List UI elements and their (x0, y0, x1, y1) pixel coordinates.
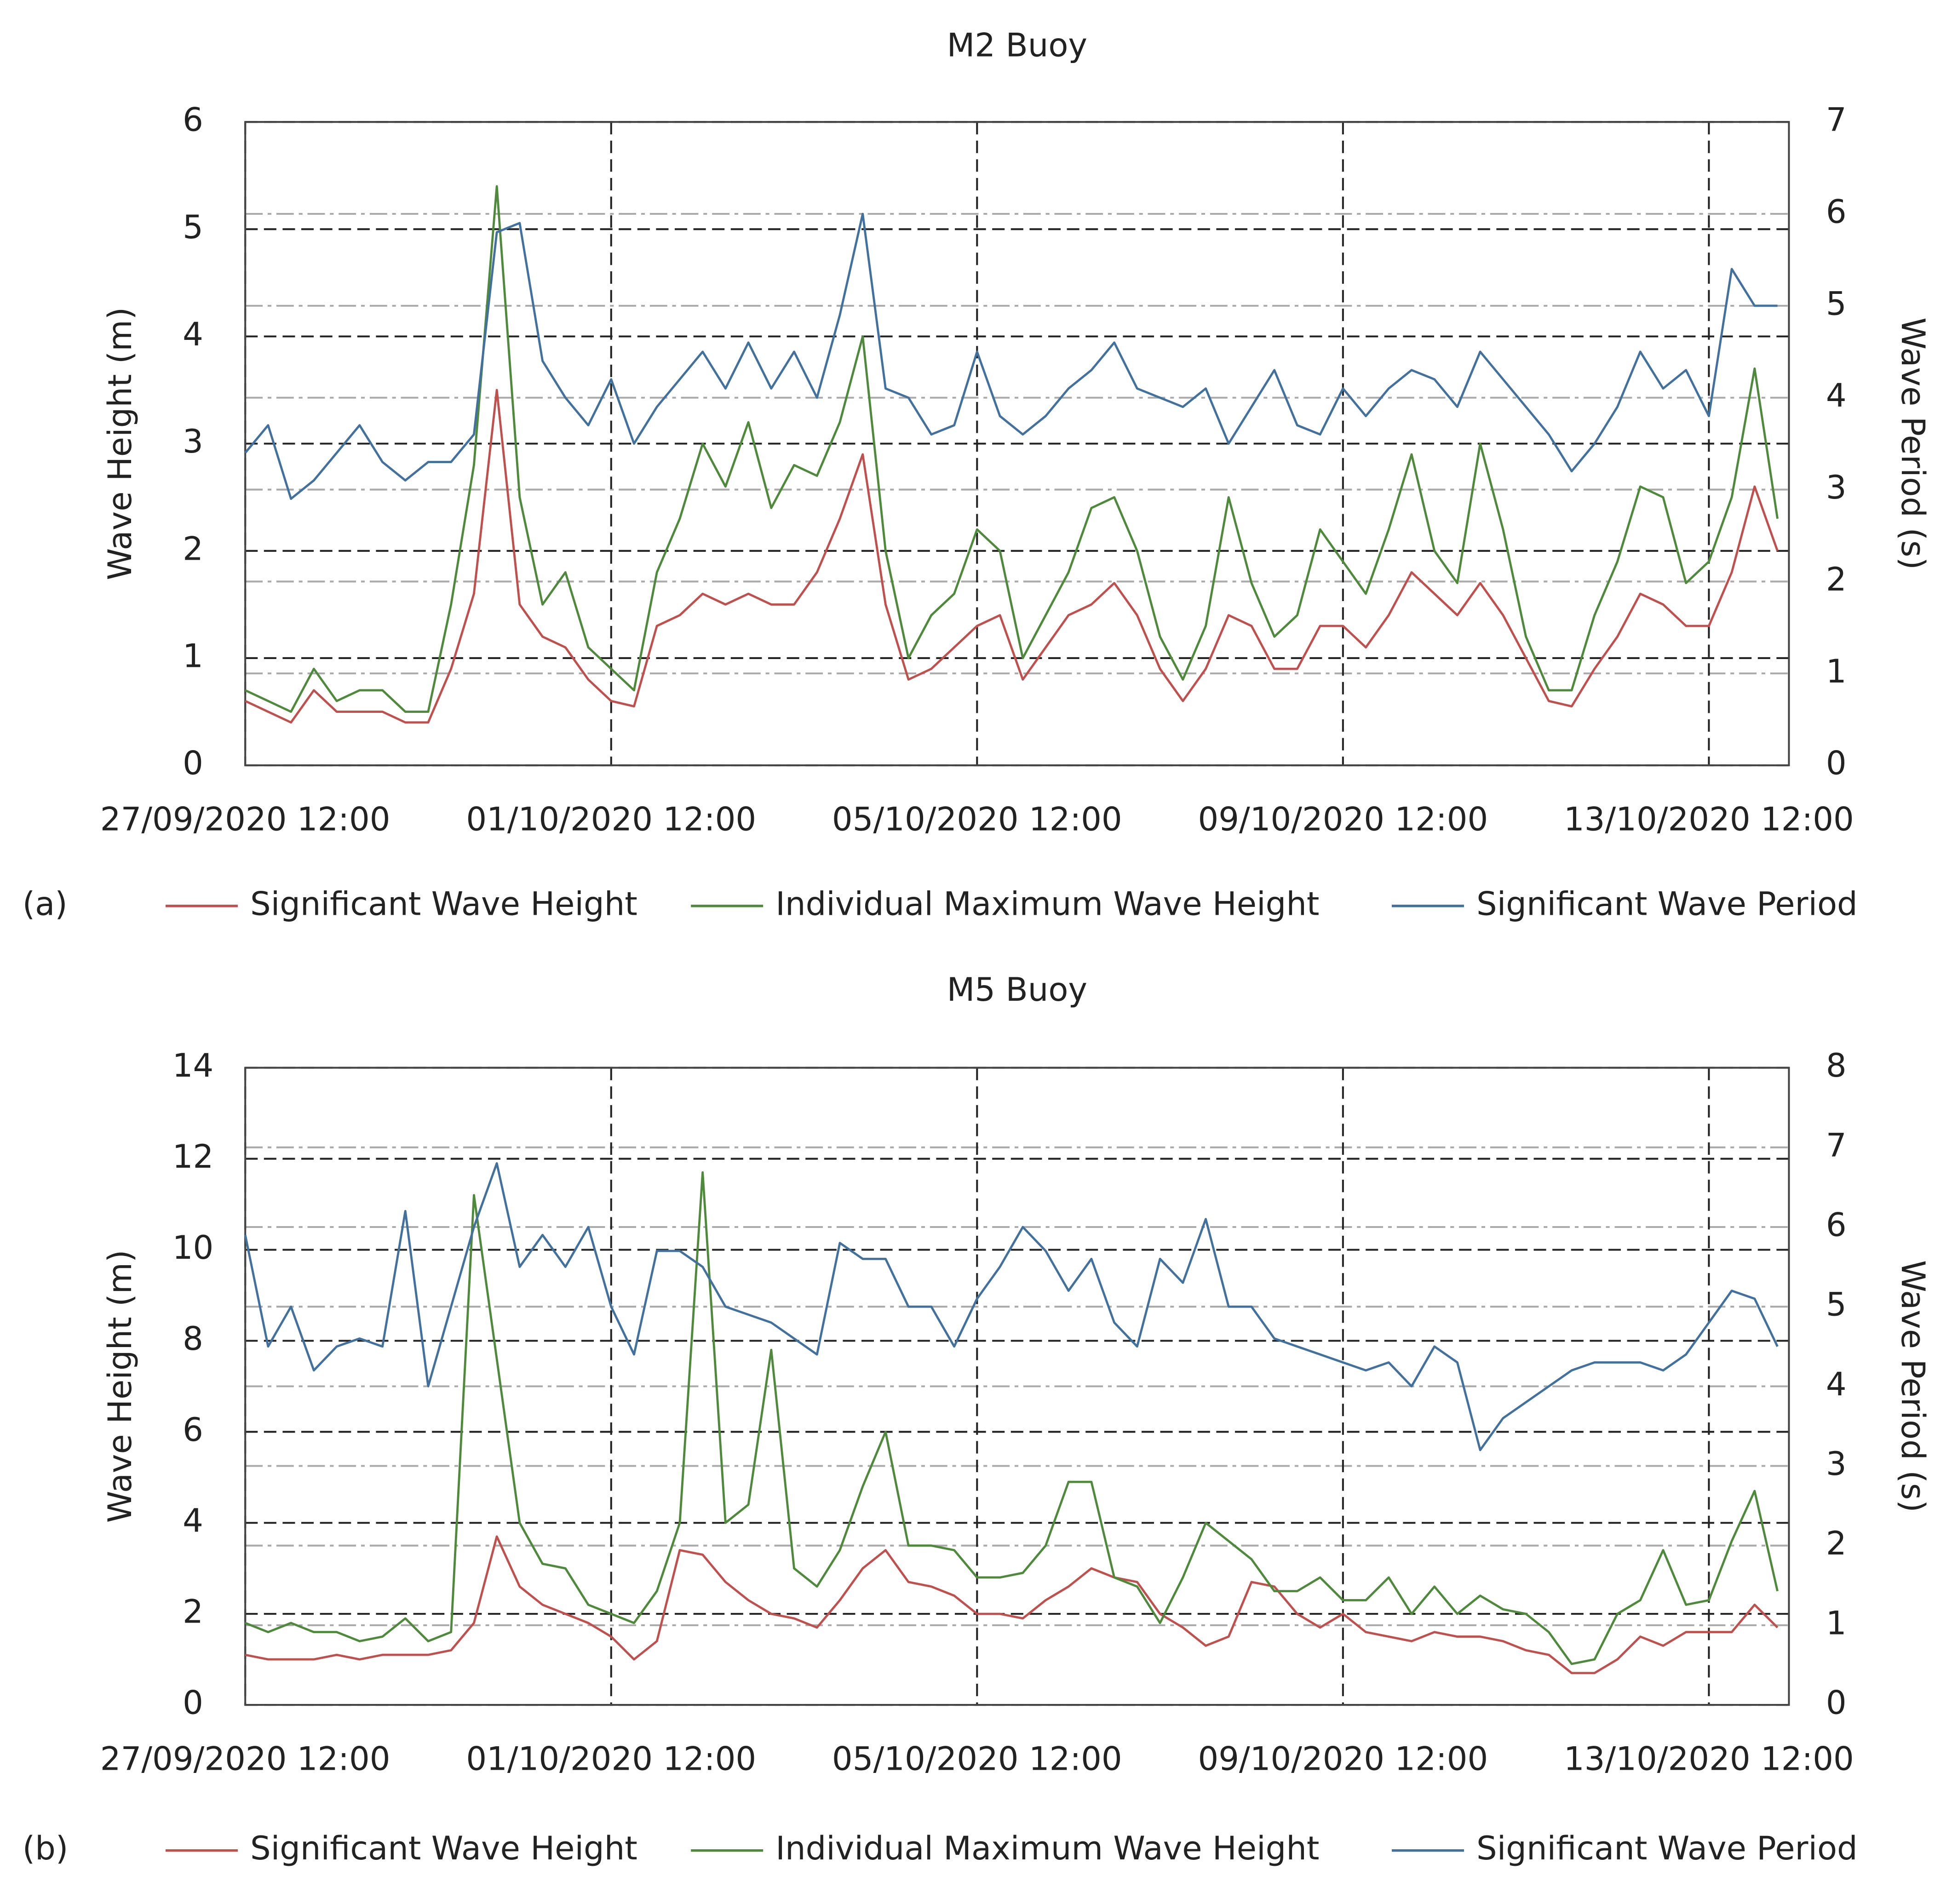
x-tick-label: 09/10/2020 12:00 (1198, 800, 1488, 838)
y-tick-label: 4 (183, 1502, 203, 1540)
y-tick-label: 3 (183, 423, 203, 460)
y-tick-label: 6 (183, 1411, 203, 1449)
y-tick-label: 12 (172, 1138, 214, 1176)
plot-frame (244, 1067, 1790, 1706)
legend-label: Individual Maximum Wave Height (775, 1829, 1319, 1867)
y-tick-label: 2 (183, 530, 203, 568)
y-tick-label: 10 (172, 1229, 214, 1267)
x-tick-label: 01/10/2020 12:00 (466, 1740, 756, 1778)
y2-tick-label: 0 (1826, 745, 1847, 782)
y-axis-label: Wave Height (m) (101, 1250, 139, 1523)
x-tick-label: 27/09/2020 12:00 (100, 1740, 390, 1778)
y2-tick-label: 4 (1826, 377, 1847, 414)
legend-label: Significant Wave Period (1476, 885, 1858, 923)
y-tick-label: 2 (183, 1593, 203, 1631)
y2-tick-label: 6 (1826, 1206, 1847, 1244)
y-tick-label: 8 (183, 1320, 203, 1358)
y2-tick-label: 4 (1826, 1365, 1847, 1403)
y2-tick-label: 7 (1826, 1126, 1847, 1164)
series-line (245, 185, 1779, 713)
x-tick-label: 01/10/2020 12:00 (466, 800, 756, 838)
y-axis-label: Wave Height (m) (101, 307, 139, 580)
panel-label: (b) (23, 1829, 69, 1867)
y2-tick-label: 2 (1826, 1525, 1847, 1562)
y-tick-label: 14 (172, 1047, 214, 1084)
y2-tick-label: 1 (1826, 653, 1847, 690)
legend-label: Significant Wave Height (250, 885, 637, 923)
y-tick-label: 0 (183, 1684, 203, 1722)
y2-tick-label: 0 (1826, 1684, 1847, 1722)
y2-tick-label: 8 (1826, 1047, 1847, 1084)
y-tick-label: 0 (183, 745, 203, 782)
y-tick-label: 4 (183, 315, 203, 353)
x-tick-label: 27/09/2020 12:00 (100, 800, 390, 838)
x-tick-label: 09/10/2020 12:00 (1198, 1740, 1488, 1778)
series-line (244, 1162, 1779, 1451)
y2-axis-label: Wave Period (s) (1894, 317, 1932, 570)
y2-axis-label: Wave Period (s) (1894, 1260, 1932, 1513)
chart-panel: M2 Buoy 0 1 2 3 4 5 6 7 0 1 2 3 4 5 6 27/09/2020 12:00 01… (23, 26, 1932, 923)
legend-label: Individual Maximum Wave Height (775, 885, 1319, 923)
series-line (245, 1535, 1779, 1675)
y-tick-label: 1 (183, 637, 203, 675)
y2-tick-label: 3 (1826, 1445, 1847, 1483)
y2-tick-label: 6 (1826, 193, 1847, 231)
legend-label: Significant Wave Height (250, 1829, 637, 1867)
x-tick-label: 05/10/2020 12:00 (832, 1740, 1122, 1778)
y2-tick-label: 3 (1826, 469, 1847, 506)
series-line (245, 389, 1779, 724)
panel-label: (a) (23, 885, 68, 923)
legend-label: Significant Wave Period (1476, 1829, 1858, 1867)
chart-title: M5 Buoy (947, 971, 1087, 1009)
chart-title: M2 Buoy (947, 26, 1087, 64)
x-tick-label: 13/10/2020 12:00 (1564, 800, 1854, 838)
y2-tick-label: 1 (1826, 1604, 1847, 1642)
y-tick-label: 5 (183, 208, 203, 246)
x-tick-label: 13/10/2020 12:00 (1564, 1740, 1854, 1778)
y-tick-label: 6 (183, 101, 203, 139)
series-line (244, 212, 1778, 500)
plot-frame (244, 121, 1790, 767)
series-line (245, 1171, 1779, 1665)
y2-tick-label: 5 (1826, 285, 1847, 322)
y2-tick-label: 5 (1826, 1286, 1847, 1324)
y2-tick-label: 7 (1826, 101, 1847, 139)
x-tick-label: 05/10/2020 12:00 (832, 800, 1122, 838)
y2-tick-label: 2 (1826, 561, 1847, 598)
